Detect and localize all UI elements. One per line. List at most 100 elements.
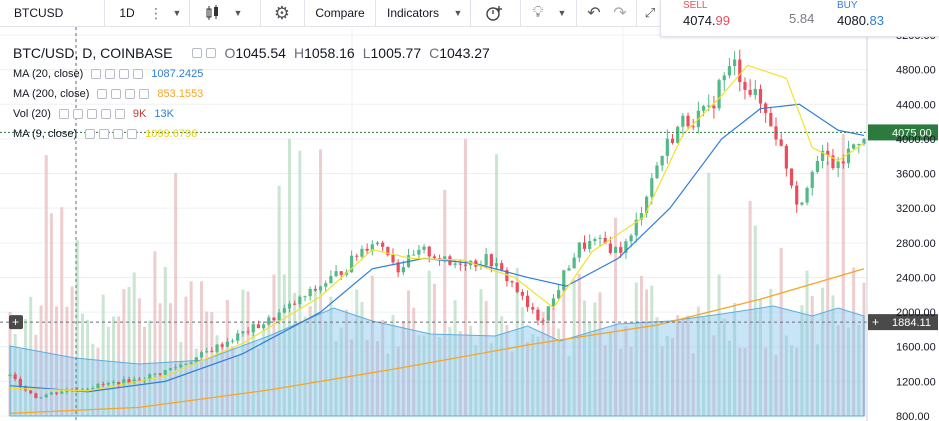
volume-bar: [267, 316, 271, 416]
indicators-dropdown-icon[interactable]: ▼: [453, 8, 463, 18]
candle-body: [262, 324, 266, 329]
volume-bar: [572, 279, 576, 416]
add-icon[interactable]: [125, 89, 136, 99]
open-value: 1045.54: [235, 45, 286, 61]
alert-icon[interactable]: [480, 0, 508, 26]
interval-button[interactable]: 1D: [108, 0, 146, 26]
volume-bar: [541, 311, 545, 416]
chart-style-dropdown-icon[interactable]: ▼: [233, 8, 243, 18]
candle-body: [391, 254, 395, 263]
ma200-label[interactable]: MA (200, close): [13, 88, 90, 100]
volume-bar: [510, 351, 514, 416]
close-value: 1043.27: [439, 45, 490, 61]
volume-bar: [484, 301, 488, 416]
candle-body: [339, 271, 343, 275]
volume-bar: [386, 353, 390, 416]
candle-body: [722, 75, 726, 81]
volume-bar: [810, 296, 814, 416]
compare-button[interactable]: Compare: [306, 0, 374, 26]
candle-body: [733, 59, 737, 67]
candle-body: [582, 242, 587, 249]
volume-bar: [707, 172, 711, 416]
candle-body: [598, 237, 602, 240]
gear-icon[interactable]: ⚙: [273, 2, 291, 23]
candle-body: [168, 368, 173, 371]
add-icon[interactable]: [119, 69, 130, 79]
volume-bar: [577, 273, 581, 416]
volume-bar: [520, 307, 524, 416]
candle-body: [251, 324, 255, 333]
candle-body: [572, 257, 576, 269]
candle-body: [717, 80, 721, 109]
candle-body: [39, 397, 43, 399]
volume-bar: [645, 289, 649, 416]
buy-price[interactable]: 4080.83: [837, 13, 884, 28]
indicators-button[interactable]: Indicators: [378, 0, 448, 26]
candle-body: [557, 290, 561, 299]
ma20-label[interactable]: MA (20, close): [13, 68, 84, 80]
symbol-search[interactable]: BTCUSD: [8, 0, 104, 26]
undo-icon[interactable]: ↶: [587, 5, 601, 22]
candle-body: [324, 283, 328, 287]
plus-icon: +: [872, 315, 879, 329]
volume-bar: [215, 335, 219, 416]
candle-body: [401, 267, 405, 273]
chart-canvas[interactable]: 4075.00 1884.11 + + 800.00 1200.00 1600.00 200…: [0, 27, 939, 421]
close-icon[interactable]: [100, 109, 111, 119]
candle-body: [769, 112, 773, 127]
vol-label[interactable]: Vol (20): [13, 108, 51, 120]
candle-body: [318, 286, 323, 291]
settings-icon[interactable]: [99, 129, 110, 139]
settings-icon[interactable]: [72, 109, 83, 119]
candle-body: [49, 392, 54, 395]
close-icon[interactable]: [139, 89, 150, 99]
candle-body: [525, 295, 530, 308]
add-icon[interactable]: [86, 109, 97, 119]
ma9-label[interactable]: MA (9, close): [13, 128, 78, 140]
legend-ma9-row: MA (9, close) 1099.6796: [13, 124, 490, 144]
settings-icon[interactable]: [105, 69, 116, 79]
lightbulb-icon[interactable]: 💡︎: [532, 4, 544, 21]
more-icon[interactable]: [114, 109, 125, 119]
add-icon[interactable]: [113, 129, 124, 139]
volume-bar: [588, 322, 592, 416]
sell-price[interactable]: 4074.99: [683, 13, 730, 28]
candle-body: [386, 246, 390, 255]
sell-price-tail: 99: [715, 13, 731, 28]
series-title[interactable]: BTC/USD, D, COINBASE: [13, 45, 173, 61]
volume-bar: [598, 292, 602, 416]
volume-bar: [629, 346, 633, 416]
candle-body: [163, 370, 167, 375]
candle-body: [676, 126, 680, 143]
settings-icon[interactable]: [206, 48, 217, 58]
candle-body: [546, 306, 550, 321]
close-icon[interactable]: [127, 129, 138, 139]
candle-body: [670, 138, 675, 143]
close-icon[interactable]: [133, 69, 144, 79]
fullscreen-icon[interactable]: ⤢: [644, 5, 656, 20]
volume-bar: [189, 281, 193, 416]
eye-icon[interactable]: [58, 109, 69, 119]
candle-style-icon[interactable]: [200, 0, 226, 26]
volume-bar: [34, 334, 38, 416]
candle-body: [484, 254, 488, 266]
volume-bar: [551, 300, 555, 416]
volume-bar: [381, 319, 385, 416]
eye-icon[interactable]: [91, 69, 102, 79]
interval-dropdown-icon[interactable]: ▼: [172, 8, 182, 18]
candle-body: [634, 219, 638, 236]
volume-bar: [634, 282, 638, 416]
redo-icon[interactable]: ↷: [613, 5, 627, 22]
volume-bar: [670, 337, 674, 416]
eye-icon[interactable]: [85, 129, 96, 139]
candle-body: [541, 320, 545, 322]
more-icon[interactable]: ⋮: [149, 5, 163, 21]
eye-icon[interactable]: [97, 89, 108, 99]
settings-icon[interactable]: [111, 89, 122, 99]
candle-body: [277, 312, 281, 321]
volume-bar: [857, 324, 861, 416]
eye-icon[interactable]: [192, 48, 203, 58]
volume-bar: [469, 325, 473, 416]
volume-bar: [246, 291, 250, 416]
ideas-dropdown-icon[interactable]: ▼: [557, 8, 567, 18]
